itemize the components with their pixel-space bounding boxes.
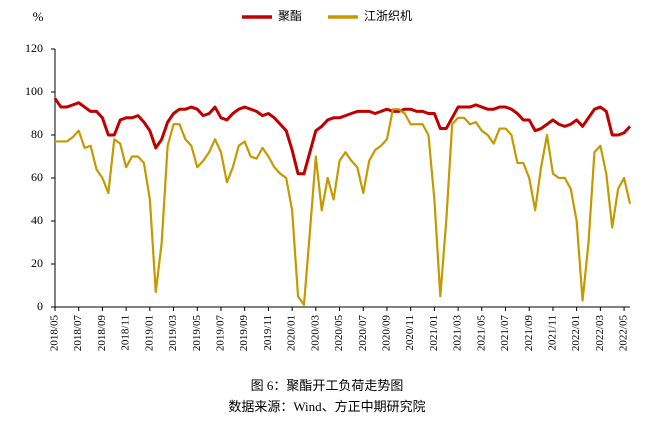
y-tick-label: 80 (31, 127, 43, 141)
x-tick-label: 2022/05 (618, 315, 630, 352)
x-tick-label: 2021/01 (428, 315, 440, 351)
x-tick-label: 2019/03 (167, 315, 179, 352)
x-tick-label: 2018/09 (96, 315, 108, 352)
x-tick-label: 2020/01 (286, 315, 298, 351)
caption: 图 6：聚酯开工负荷走势图 (251, 378, 404, 393)
x-tick-label: 2021/11 (546, 315, 558, 351)
x-tick-label: 2021/09 (523, 315, 535, 352)
x-tick-label: 2019/05 (191, 315, 203, 352)
y-tick-label: 0 (37, 299, 43, 313)
y-tick-label: 120 (25, 41, 43, 55)
x-tick-label: 2021/05 (475, 315, 487, 352)
x-tick-label: 2018/11 (120, 315, 132, 351)
legend-label: 聚酯 (278, 9, 302, 23)
y-tick-label: 100 (25, 84, 43, 98)
source: 数据来源：Wind、方正中期研究院 (228, 399, 425, 414)
x-tick-label: 2020/07 (357, 315, 369, 352)
line (53, 97, 632, 176)
x-tick-label: 2019/09 (238, 315, 250, 352)
x-tick-label: 2020/09 (380, 315, 392, 352)
x-tick-label: 2020/03 (309, 315, 321, 352)
x-tick-label: 2020/11 (404, 315, 416, 351)
y-unit: % (33, 9, 44, 24)
x-tick-label: 2018/05 (49, 315, 61, 352)
x-tick-label: 2021/07 (499, 315, 511, 352)
y-tick-label: 60 (31, 170, 43, 184)
x-tick-label: 2019/07 (215, 315, 227, 352)
line (55, 108, 632, 306)
x-tick-label: 2019/01 (143, 315, 155, 351)
x-tick-label: 2020/05 (333, 315, 345, 352)
x-tick-label: 2022/03 (594, 315, 606, 352)
x-tick-label: 2021/03 (452, 315, 464, 352)
x-tick-label: 2018/07 (72, 315, 84, 352)
y-tick-label: 40 (31, 213, 43, 227)
x-tick-label: 2022/01 (570, 315, 582, 351)
x-tick-label: 2019/11 (262, 315, 274, 351)
y-tick-label: 20 (31, 256, 43, 270)
legend-label: 江浙织机 (364, 9, 412, 23)
